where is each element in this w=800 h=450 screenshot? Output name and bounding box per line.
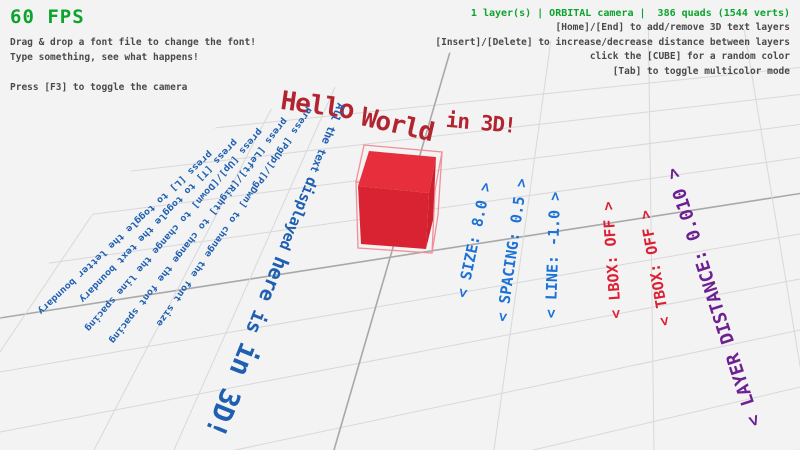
tip-layers: [Home]/[End] to add/remove 3D text layer… xyxy=(555,22,791,33)
cube-face-front xyxy=(358,186,429,249)
cube-face-top xyxy=(358,151,436,193)
hud-right: 1 layer(s) | ORBITAL camera | 386 quads … xyxy=(435,6,790,79)
cube-wire-right xyxy=(431,151,443,254)
cube-face-right xyxy=(426,157,436,249)
fps-counter: 60 FPS xyxy=(10,6,85,28)
tip-cube-color: click the [CUBE] for a random color xyxy=(589,51,790,62)
tip-distance: [Insert]/[Delete] to increase/decrease d… xyxy=(435,36,790,48)
tip-camera: Press [F3] to toggle the camera xyxy=(10,82,188,93)
tip-dragdrop: Drag & drop a font file to change the fo… xyxy=(10,37,256,48)
render-stats: 1 layer(s) | ORBITAL camera | 386 quads … xyxy=(470,8,790,19)
cube[interactable] xyxy=(355,144,443,254)
hud-left: 60 FPS Drag & drop a font file to change… xyxy=(10,6,256,95)
in3d-word: in 3D! xyxy=(444,107,517,138)
tip-multicolor: [Tab] to toggle multicolor mode xyxy=(612,65,790,77)
ground-grid xyxy=(0,29,800,450)
tip-type: Type something, see what happens! xyxy=(10,52,199,63)
